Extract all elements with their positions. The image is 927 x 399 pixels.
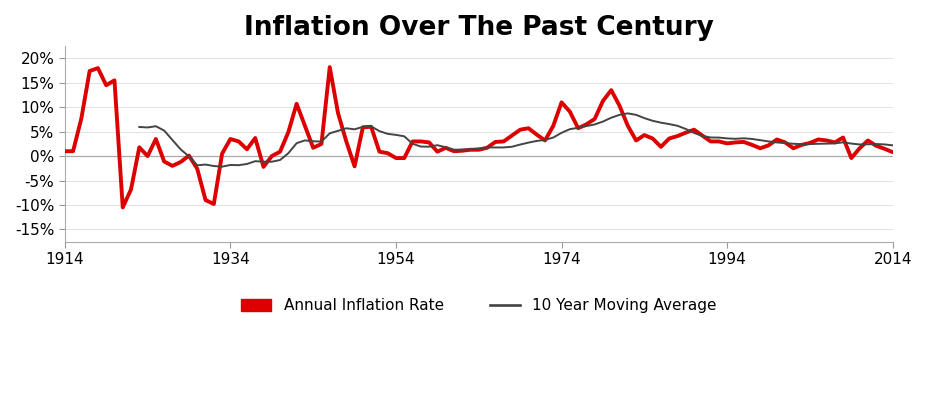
Title: Inflation Over The Past Century: Inflation Over The Past Century bbox=[244, 15, 714, 41]
Legend: Annual Inflation Rate, 10 Year Moving Average: Annual Inflation Rate, 10 Year Moving Av… bbox=[235, 292, 723, 320]
